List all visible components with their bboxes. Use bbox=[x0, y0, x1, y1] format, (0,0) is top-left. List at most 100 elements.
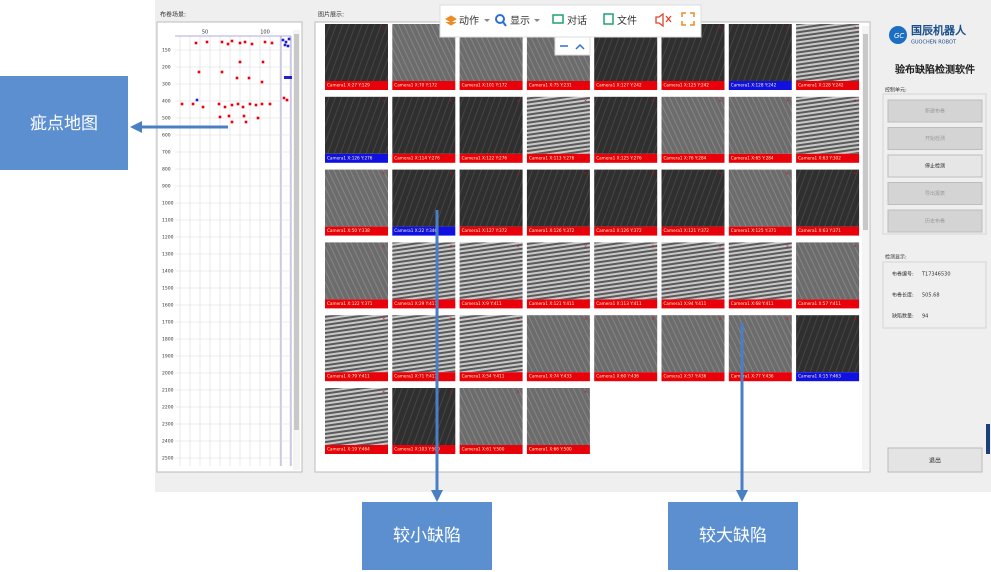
exit-button[interactable] bbox=[887, 447, 983, 473]
thumbnail-label: Camera1 X:9 Y:411 bbox=[462, 301, 502, 306]
thumbnail[interactable]: × Camera1 X:121 Y:372 bbox=[661, 169, 725, 236]
defect-dot bbox=[285, 98, 289, 102]
defect-marker: × bbox=[449, 171, 452, 176]
toolbar-item[interactable]: 动作 bbox=[459, 15, 479, 27]
defect-marker: × bbox=[651, 316, 654, 321]
toolbar-item[interactable]: 文件 bbox=[617, 14, 637, 27]
y-tick-label: 1800 bbox=[162, 337, 174, 343]
thumbnail[interactable]: × Camera1 X:27 Y:129 bbox=[325, 24, 388, 90]
thumbnail[interactable]: × Camera1 X:103 Y:500 bbox=[392, 388, 456, 454]
thumbnail[interactable]: × Camera1 X:9 Y:411 bbox=[459, 242, 523, 309]
thumbnail-label: Camera1 X:127 Y:242 bbox=[596, 83, 642, 88]
thumbnail-label: Camera1 X:57 Y:436 bbox=[664, 374, 707, 379]
thumbnail-label: Camera1 X:60 Y:436 bbox=[596, 374, 639, 379]
defect-marker: × bbox=[719, 171, 722, 176]
thumbnail[interactable]: × Camera1 X:128 Y:242 bbox=[728, 24, 792, 90]
thumbnail[interactable]: × Camera1 X:94 Y:411 bbox=[661, 242, 725, 309]
thumbnail[interactable]: × Camera1 X:29 Y:411 bbox=[392, 242, 456, 309]
thumbnail[interactable]: × Camera1 X:122 Y:371 bbox=[325, 242, 388, 309]
defect-marker: × bbox=[584, 316, 587, 321]
label-strip bbox=[392, 299, 456, 309]
thumbnail[interactable]: × Camera1 X:126 Y:372 bbox=[526, 169, 590, 236]
defect-marker: × bbox=[853, 171, 856, 176]
thumbnail[interactable]: × Camera1 X:76 Y:284 bbox=[661, 96, 725, 163]
thumbnail[interactable]: × Camera1 X:126 Y:276 bbox=[325, 96, 388, 163]
thumbnail[interactable]: × Camera1 X:63 Y:302 bbox=[796, 96, 860, 163]
thumbnail[interactable]: × Camera1 X:127 Y:372 bbox=[459, 169, 523, 236]
status-value: 94 bbox=[922, 314, 928, 320]
thumbnail[interactable]: × Camera1 X:79 Y:411 bbox=[325, 315, 388, 382]
control-button-label[interactable]: 停止检测 bbox=[925, 163, 945, 170]
y-tick-label: 2100 bbox=[162, 388, 174, 394]
defect-dot bbox=[194, 41, 198, 45]
thumbnail[interactable]: × Camera1 X:125 Y:371 bbox=[728, 169, 792, 236]
thumbnail[interactable]: × Camera1 X:128 Y:242 bbox=[796, 24, 860, 90]
thumbnail[interactable]: × Camera1 X:50 Y:338 bbox=[325, 169, 388, 236]
y-tick-label: 700 bbox=[162, 150, 171, 156]
control-group bbox=[882, 93, 987, 235]
collapse[interactable] bbox=[575, 43, 585, 50]
defect-marker: × bbox=[719, 25, 722, 30]
thumbnail-label: Camera1 X:54 Y:411 bbox=[462, 374, 505, 379]
toolbar-item[interactable]: 对话 bbox=[567, 14, 587, 27]
defect-marker: × bbox=[449, 98, 452, 103]
thumbnail-label: Camera1 X:77 Y:436 bbox=[731, 374, 774, 379]
thumbnail-image bbox=[392, 388, 456, 445]
y-tick-label: 1500 bbox=[162, 286, 174, 292]
thumbnail-label: Camera1 X:101 Y:172 bbox=[462, 83, 508, 88]
icon bbox=[534, 19, 540, 22]
thumbnail[interactable]: × Camera1 X:15 Y:463 bbox=[796, 315, 860, 382]
defect-dot bbox=[260, 80, 264, 84]
thumbnail[interactable]: × Camera1 X:77 Y:436 bbox=[728, 315, 792, 382]
arrow-head bbox=[736, 490, 748, 502]
y-tick-label: 2300 bbox=[162, 422, 174, 428]
thumbnail-label: Camera1 X:15 Y:463 bbox=[798, 374, 841, 379]
defect-dot bbox=[254, 103, 258, 107]
defect-dot bbox=[247, 76, 251, 80]
defect-dot bbox=[248, 102, 252, 106]
logo-cn: 国辰机器人 bbox=[911, 23, 967, 37]
thumbnail[interactable]: × Camera1 X:113 Y:276 bbox=[526, 96, 590, 163]
label-strip bbox=[325, 153, 388, 163]
thumbnail[interactable]: × Camera1 X:122 Y:276 bbox=[459, 96, 523, 163]
thumbnail[interactable]: × Camera1 X:60 Y:436 bbox=[594, 315, 658, 382]
thumbnail[interactable]: × Camera1 X:68 Y:411 bbox=[728, 242, 792, 309]
thumbnail[interactable]: × Camera1 X:113 Y:411 bbox=[594, 242, 658, 309]
mute-icon[interactable] bbox=[655, 12, 672, 28]
thumbnail[interactable]: × Camera1 X:126 Y:372 bbox=[594, 169, 658, 236]
thumbnail[interactable]: × Camera1 X:57 Y:411 bbox=[796, 242, 860, 309]
y-tick-label: 2400 bbox=[162, 439, 174, 445]
image-panel-title: 图片展示: bbox=[318, 11, 344, 19]
map-title: 布卷场景: bbox=[160, 11, 186, 19]
thumbnail[interactable]: × Camera1 X:71 Y:411 bbox=[392, 315, 456, 382]
thumbnail-label: Camera1 X:22 Y:346 bbox=[394, 228, 437, 233]
thumbnail[interactable]: × Camera1 X:114 Y:276 bbox=[392, 96, 456, 163]
defect-dot bbox=[226, 42, 230, 46]
thumbnail-label: Camera1 X:127 Y:372 bbox=[462, 228, 508, 233]
icon bbox=[502, 21, 507, 27]
defect-dot bbox=[283, 43, 287, 47]
thumbnail[interactable]: × Camera1 X:125 Y:276 bbox=[594, 96, 658, 163]
label-strip bbox=[526, 81, 590, 90]
y-tick-label: 1700 bbox=[162, 320, 174, 326]
thumbnail-grid: × Camera1 X:27 Y:129 × Camera1 X:70 Y:172 × C… bbox=[325, 24, 860, 454]
thumbnail[interactable]: × Camera1 X:65 Y:284 bbox=[728, 96, 792, 163]
thumbnail[interactable]: × Camera1 X:63 Y:371 bbox=[796, 169, 860, 236]
thumbnail-label: Camera1 X:65 Y:284 bbox=[731, 155, 774, 160]
thumbnail[interactable]: × Camera1 X:54 Y:411 bbox=[459, 315, 523, 382]
thumbnail[interactable]: × Camera1 X:66 Y:500 bbox=[526, 388, 590, 454]
label-strip bbox=[392, 153, 456, 163]
defect-dot bbox=[250, 42, 254, 46]
thumbnail[interactable]: × Camera1 X:57 Y:436 bbox=[661, 315, 725, 382]
defect-marker: × bbox=[719, 98, 722, 103]
control-button[interactable] bbox=[887, 154, 983, 178]
thumbnail[interactable]: × Camera1 X:121 Y:411 bbox=[526, 242, 590, 309]
toolbar-item[interactable]: 显示 bbox=[510, 15, 530, 27]
exit-label[interactable]: 退出 bbox=[929, 457, 941, 465]
fullscreen-icon[interactable] bbox=[681, 12, 695, 26]
thumbnail[interactable]: × Camera1 X:74 Y:433 bbox=[526, 315, 590, 382]
thumbnail-label: Camera1 X:125 Y:276 bbox=[596, 155, 642, 160]
thumbnail[interactable]: × Camera1 X:19 Y:464 bbox=[325, 388, 388, 454]
thumbnail[interactable]: × Camera1 X:22 Y:346 bbox=[392, 169, 456, 236]
thumbnail[interactable]: × Camera1 X:61 Y:500 bbox=[459, 388, 523, 454]
